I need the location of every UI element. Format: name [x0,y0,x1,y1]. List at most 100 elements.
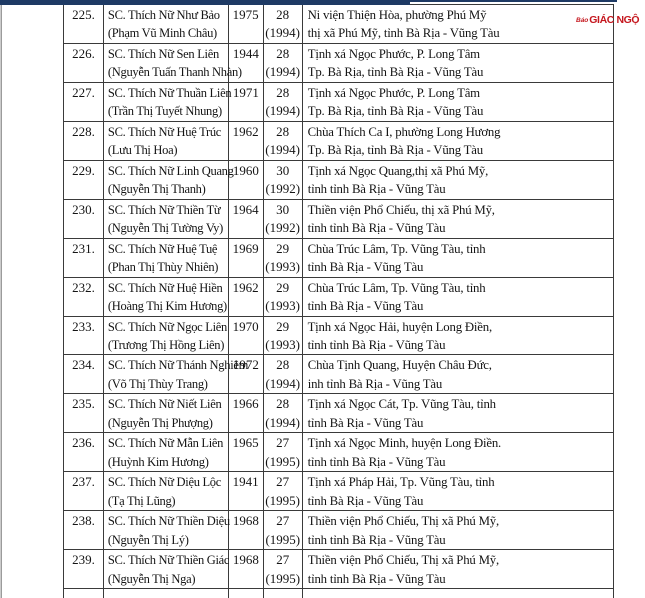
table-row: 236. SC. Thích Nữ Mẫn Liên (Huỳnh Kim Hư… [64,433,614,473]
cell-name: SC. Thích Nữ Như Bảo (Phạm Vũ Minh Châu) [103,5,229,44]
top-bar-thin-line [410,0,617,2]
cell-name: SC. Thích Nữ Niết Liên (Nguyễn Thị Phượn… [103,394,229,434]
table-row-partial [64,589,614,598]
cell-birth-year: 1962 [228,277,264,317]
cell-name: SC. Thích Nữ Mẫn Liên (Huỳnh Kim Hương) [103,433,229,473]
cell-halap: 29 (1993) [263,238,303,278]
dharma-name: SC. Thích Nữ Huệ Hiền [107,280,223,295]
address-line-1: Ni viện Thiện Hòa, phường Phú Mỹ [307,8,487,22]
dharma-name: SC. Thích Nữ Thánh Nghiêm [107,358,249,373]
address-line-2: tỉnh tỉnh Bà Rịa - Vũng Tàu [307,454,446,469]
table-row: 233. SC. Thích Nữ Ngọc Liên (Trương Thị … [64,316,614,356]
halap-count: 28 [276,123,290,139]
cell-index: 228. [64,121,104,161]
dharma-name: SC. Thích Nữ Huệ Tuệ [107,241,218,256]
halap-count: 28 [276,7,290,22]
cell-index: 229. [64,160,104,200]
address-line-1: Tịnh xá Ngọc Hải, huyện Long Điền, [307,319,493,334]
cell-halap: 27 (1995) [263,511,303,551]
cell-halap: 28 (1994) [263,121,303,161]
top-bar [0,0,410,5]
address-line-1: Thiền viện Phổ Chiếu, Thị xã Phú Mỹ, [307,514,499,529]
cell-birth-year: 1965 [228,433,264,473]
cell-birth-year: 1972 [228,355,264,395]
cell-birth-year: 1971 [228,82,264,122]
halap-year: (1994) [265,103,301,119]
dharma-name: SC. Thích Nữ Thiền Diệu [107,514,230,529]
address-line-2: tỉnh Bà Rịa - Vũng Tàu [307,415,424,430]
halap-count: 28 [276,45,290,61]
dharma-name: SC. Thích Nữ Diệu Lộc [107,475,222,490]
cell-birth-year: 1960 [228,160,264,200]
cell-name: SC. Thích Nữ Thánh Nghiêm (Võ Thị Thùy T… [103,355,249,395]
cell-halap: 30 (1992) [263,199,303,239]
halap-year: (1992) [265,181,301,197]
halap-year: (1995) [265,570,301,586]
table-row: 232. SC. Thích Nữ Huệ Hiền (Hoàng Thị Ki… [64,277,614,317]
address-line-1: Chùa Tịnh Quang, Huyện Châu Đức, [307,358,492,373]
cell-halap: 27 (1995) [263,472,303,512]
halap-year: (1992) [265,220,300,236]
table-row: 228. SC. Thích Nữ Huệ Trúc (Lưu Thị Hoa)… [64,121,614,161]
address-line-1: Thiền viện Phổ Chiếu, thị xã Phú Mỹ, [307,202,495,217]
dharma-name: SC. Thích Nữ Thuần Liên [107,85,232,100]
halap-count: 27 [276,552,290,568]
cell-name: SC. Thích Nữ Huệ Tuệ (Phan Thị Thùy Nhiê… [103,238,229,278]
address-line-1: Chùa Trúc Lâm, Tp. Vũng Tàu, tỉnh [307,280,486,295]
address-line-2: tỉnh tỉnh Bà Rịa - Vũng Tàu [307,532,446,547]
address-line-2: tỉnh tỉnh Bà Rịa - Vũng Tàu [307,337,446,352]
address-line-1: Tịnh xá Ngọc Phước, P. Long Tâm [307,46,480,61]
cell-name: SC. Thích Nữ Thiền Giác (Nguyễn Thị Nga) [103,550,229,590]
watermark-prefix: Báo [576,17,589,24]
cell-address: Thiền viện Phổ Chiếu, Thị xã Phú Mỹ, tỉn… [302,550,614,590]
cell-birth-year: 1966 [228,394,264,434]
halap-count: 30 [276,162,290,178]
cell-name: SC. Thích Nữ Thuần Liên (Trần Thị Tuyết … [103,82,232,122]
secular-name: (Tạ Thị Lũng) [107,493,176,508]
secular-name: (Nguyễn Thị Lý) [107,532,189,547]
cell-halap: 29 (1993) [263,316,303,356]
address-line-2: tỉnh tỉnh Bà Rịa - Vũng Tàu [307,571,446,586]
halap-count: 29 [276,240,290,256]
table-row: 227. SC. Thích Nữ Thuần Liên (Trần Thị T… [64,82,614,122]
cell-address: Tịnh xá Ngọc Phước, P. Long Tâm Tp. Bà R… [302,82,614,122]
address-line-2: tỉnh tỉnh Bà Rịa - Vũng Tàu [307,221,446,236]
dharma-name: SC. Thích Nữ Niết Liên [107,397,222,412]
window-left-edge [0,0,2,598]
halap-year: (1993) [265,336,300,352]
secular-name: (Phạm Vũ Minh Châu) [107,26,217,41]
cell-address: Tịnh xá Ngọc Phước, P. Long Tâm Tp. Bà R… [302,43,614,83]
cell-birth-year: 1970 [228,316,264,356]
address-line-2: tỉnh Bà Rịa - Vũng Tàu [307,298,424,313]
cell-address: Tịnh xá Pháp Hải, Tp. Vũng Tàu, tỉnh tỉn… [302,472,614,512]
cell-address: Ni viện Thiện Hòa, phường Phú Mỹ thị xã … [302,5,614,44]
cell-index: 232. [64,277,104,317]
table-row: 238. SC. Thích Nữ Thiền Diệu (Nguyễn Thị… [64,511,614,551]
cell-address: Chùa Trúc Lâm, Tp. Vũng Tàu, tỉnh tỉnh B… [302,238,614,278]
cell-halap: 29 (1993) [263,277,303,317]
cell-name [104,589,229,598]
halap-year: (1994) [265,64,301,80]
table-row: 231. SC. Thích Nữ Huệ Tuệ (Phan Thị Thùy… [64,238,614,278]
address-line-1: Chùa Thích Ca I, phường Long Hương [307,124,501,139]
cell-birth-year: 1969 [228,238,264,278]
cell-index: 238. [64,511,104,551]
address-line-1: Tịnh xá Ngọc Cát, Tp. Vũng Tàu, tỉnh [307,397,496,412]
halap-count: 27 [276,513,290,529]
cell-name: SC. Thích Nữ Huệ Trúc (Lưu Thị Hoa) [103,121,229,161]
cell-address: Chùa Thích Ca I, phường Long Hương Tp. B… [302,121,614,161]
address-line-1: Tịnh xá Ngọc Minh, huyện Long Điền. [307,436,502,451]
halap-count: 29 [276,318,290,334]
cell-halap: 27 (1995) [263,433,303,473]
cell-birth-year: 1968 [228,511,264,551]
table-row: 229. SC. Thích Nữ Linh Quang (Nguyễn Thị… [64,160,614,200]
cell-address [303,589,614,598]
address-line-2: Tp. Bà Rịa, tỉnh Bà Rịa - Vũng Tàu [307,104,484,119]
secular-name: (Huỳnh Kim Hương) [107,454,209,469]
cell-index: 236. [64,433,104,473]
cell-index: 239. [64,550,104,590]
halap-count: 27 [276,474,290,490]
dharma-name: SC. Thích Nữ Huệ Trúc [107,124,222,139]
cell-birth-year: 1944 [228,43,264,83]
cell-halap: 27 (1995) [263,550,303,590]
